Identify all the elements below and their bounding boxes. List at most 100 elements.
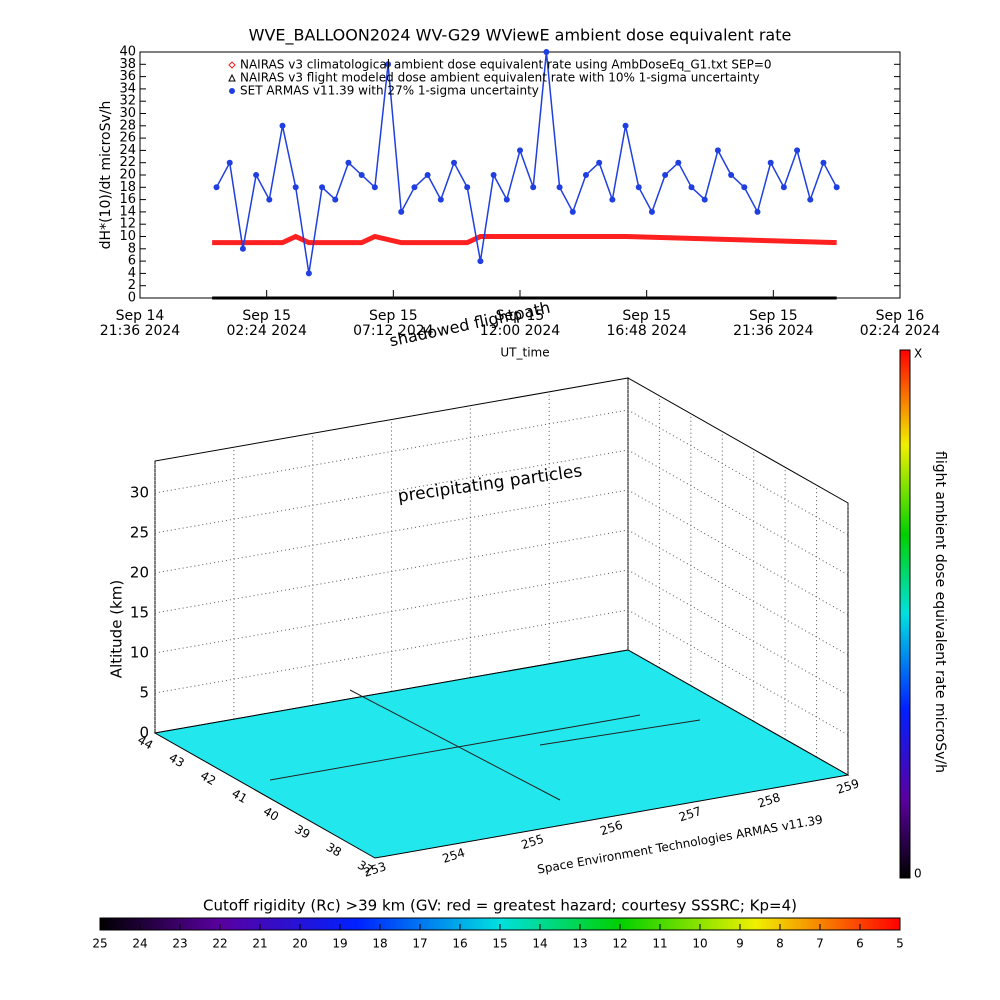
data-point bbox=[424, 172, 431, 178]
data-point bbox=[543, 49, 550, 55]
y-tick-label: 0 bbox=[128, 291, 136, 306]
data-point bbox=[701, 196, 708, 203]
data-point bbox=[582, 172, 589, 178]
legend-symbol bbox=[229, 88, 235, 94]
rigidity-tick-label: 8 bbox=[776, 937, 784, 951]
data-point bbox=[292, 184, 299, 191]
lon-tick-label: 258 bbox=[756, 790, 782, 810]
y-tick-label: 34 bbox=[119, 81, 136, 96]
data-point bbox=[728, 172, 735, 178]
y-tick-label: 24 bbox=[119, 143, 136, 158]
data-point bbox=[833, 184, 840, 191]
lat-tick-label: 38 bbox=[324, 840, 344, 860]
z-tick-label: 10 bbox=[130, 644, 149, 662]
rigidity-tick-label: 9 bbox=[736, 937, 744, 951]
y-tick-label: 40 bbox=[119, 45, 136, 60]
lon-tick-label: 259 bbox=[835, 776, 861, 796]
data-point bbox=[609, 196, 616, 203]
data-point bbox=[398, 208, 405, 215]
rigidity-tick-label: 10 bbox=[692, 937, 707, 951]
lon-tick-label: 257 bbox=[677, 804, 703, 824]
data-point bbox=[596, 159, 603, 166]
x-tick-label: Sep 15 12:00 2024 bbox=[480, 308, 561, 339]
lon-tick-label: 254 bbox=[441, 845, 467, 865]
lat-tick-label: 41 bbox=[229, 786, 249, 806]
legend-symbol bbox=[228, 73, 236, 82]
y-tick-label: 36 bbox=[119, 69, 136, 84]
data-point bbox=[477, 258, 484, 265]
colorbar-top-label: X bbox=[914, 347, 922, 361]
data-point bbox=[820, 159, 827, 166]
y-tick-label: 26 bbox=[119, 131, 136, 146]
data-point bbox=[319, 184, 326, 191]
x-tick-label: Sep 16 02:24 2024 bbox=[860, 308, 941, 339]
y-tick-label: 8 bbox=[128, 241, 136, 256]
data-point bbox=[530, 184, 537, 191]
y-tick-label: 32 bbox=[119, 94, 136, 109]
legend-label: NAIRAS v3 flight modeled dose ambient eq… bbox=[240, 71, 760, 85]
z-tick-label: 15 bbox=[130, 604, 149, 622]
rigidity-tick-label: 22 bbox=[212, 937, 227, 951]
data-point bbox=[794, 147, 801, 154]
lat-tick-label: 37 bbox=[355, 858, 375, 878]
data-point bbox=[517, 147, 523, 154]
rigidity-tick-label: 14 bbox=[532, 937, 547, 951]
rigidity-tick-label: 13 bbox=[572, 937, 587, 951]
data-point bbox=[622, 122, 629, 129]
x-tick-label: Sep 15 21:36 2024 bbox=[733, 308, 814, 339]
rigidity-tick-label: 16 bbox=[452, 937, 467, 951]
data-point bbox=[556, 184, 563, 191]
rigidity-tick-label: 6 bbox=[856, 937, 864, 951]
data-point bbox=[437, 196, 444, 203]
lat-tick-label: 44 bbox=[135, 733, 155, 753]
rigidity-tick-label: 18 bbox=[372, 937, 387, 951]
z-tick-label: 0 bbox=[139, 724, 149, 742]
y-tick-label: 16 bbox=[119, 192, 136, 207]
lat-tick-label: 40 bbox=[261, 804, 281, 824]
z-tick-label: 5 bbox=[139, 684, 149, 702]
data-point bbox=[569, 208, 576, 215]
rigidity-tick-label: 17 bbox=[412, 937, 427, 951]
data-point bbox=[741, 184, 748, 191]
series-line bbox=[212, 233, 837, 246]
data-point bbox=[780, 184, 787, 191]
data-point bbox=[503, 196, 510, 203]
data-point bbox=[226, 159, 233, 166]
y-tick-label: 18 bbox=[119, 180, 136, 195]
colorbar bbox=[899, 349, 911, 879]
x-tick-label: Sep 15 07:12 2024 bbox=[353, 308, 434, 339]
x-tick-label: Sep 15 16:48 2024 bbox=[606, 308, 687, 339]
y-axis-label: dH*(10)/dt microSv/h bbox=[98, 101, 114, 250]
colorbar-label: flight ambient dose equivalent rate micr… bbox=[932, 451, 948, 773]
data-point bbox=[332, 196, 339, 203]
lat-tick-label: 43 bbox=[167, 751, 187, 771]
y-tick-label: 6 bbox=[128, 254, 136, 269]
data-point bbox=[266, 196, 273, 203]
z-tick-label: 25 bbox=[130, 524, 149, 542]
z-tick-label: 30 bbox=[130, 484, 149, 502]
data-point bbox=[213, 184, 220, 191]
x-tick-label: Sep 14 21:36 2024 bbox=[100, 308, 181, 339]
data-point bbox=[411, 184, 418, 191]
lon-tick-label: 253 bbox=[362, 859, 388, 879]
data-point bbox=[451, 159, 458, 166]
rigidity-tick-label: 25 bbox=[92, 937, 107, 951]
rigidity-tick-label: 15 bbox=[492, 937, 507, 951]
rigidity-tick-label: 7 bbox=[816, 937, 824, 951]
chart-title: WVE_BALLOON2024 WV-G29 WViewE ambient do… bbox=[249, 26, 792, 46]
rigidity-tick-label: 23 bbox=[172, 937, 187, 951]
y-tick-label: 20 bbox=[119, 168, 136, 183]
colorbar-bottom-label: 0 bbox=[914, 867, 922, 881]
lon-tick-label: 255 bbox=[519, 832, 545, 852]
data-point bbox=[675, 159, 682, 166]
legend-label: SET ARMAS v11.39 with 27% 1-sigma uncert… bbox=[240, 84, 539, 98]
lon-tick-label: 256 bbox=[598, 818, 624, 838]
rigidity-label: Cutoff rigidity (Rc) >39 km (GV: red = g… bbox=[203, 897, 797, 915]
data-point bbox=[767, 159, 774, 166]
data-point bbox=[239, 245, 246, 252]
data-point bbox=[662, 172, 669, 178]
lat-tick-label: 42 bbox=[198, 768, 218, 788]
data-point bbox=[754, 208, 761, 215]
rigidity-tick-label: 19 bbox=[332, 937, 347, 951]
rigidity-tick-label: 20 bbox=[292, 937, 307, 951]
